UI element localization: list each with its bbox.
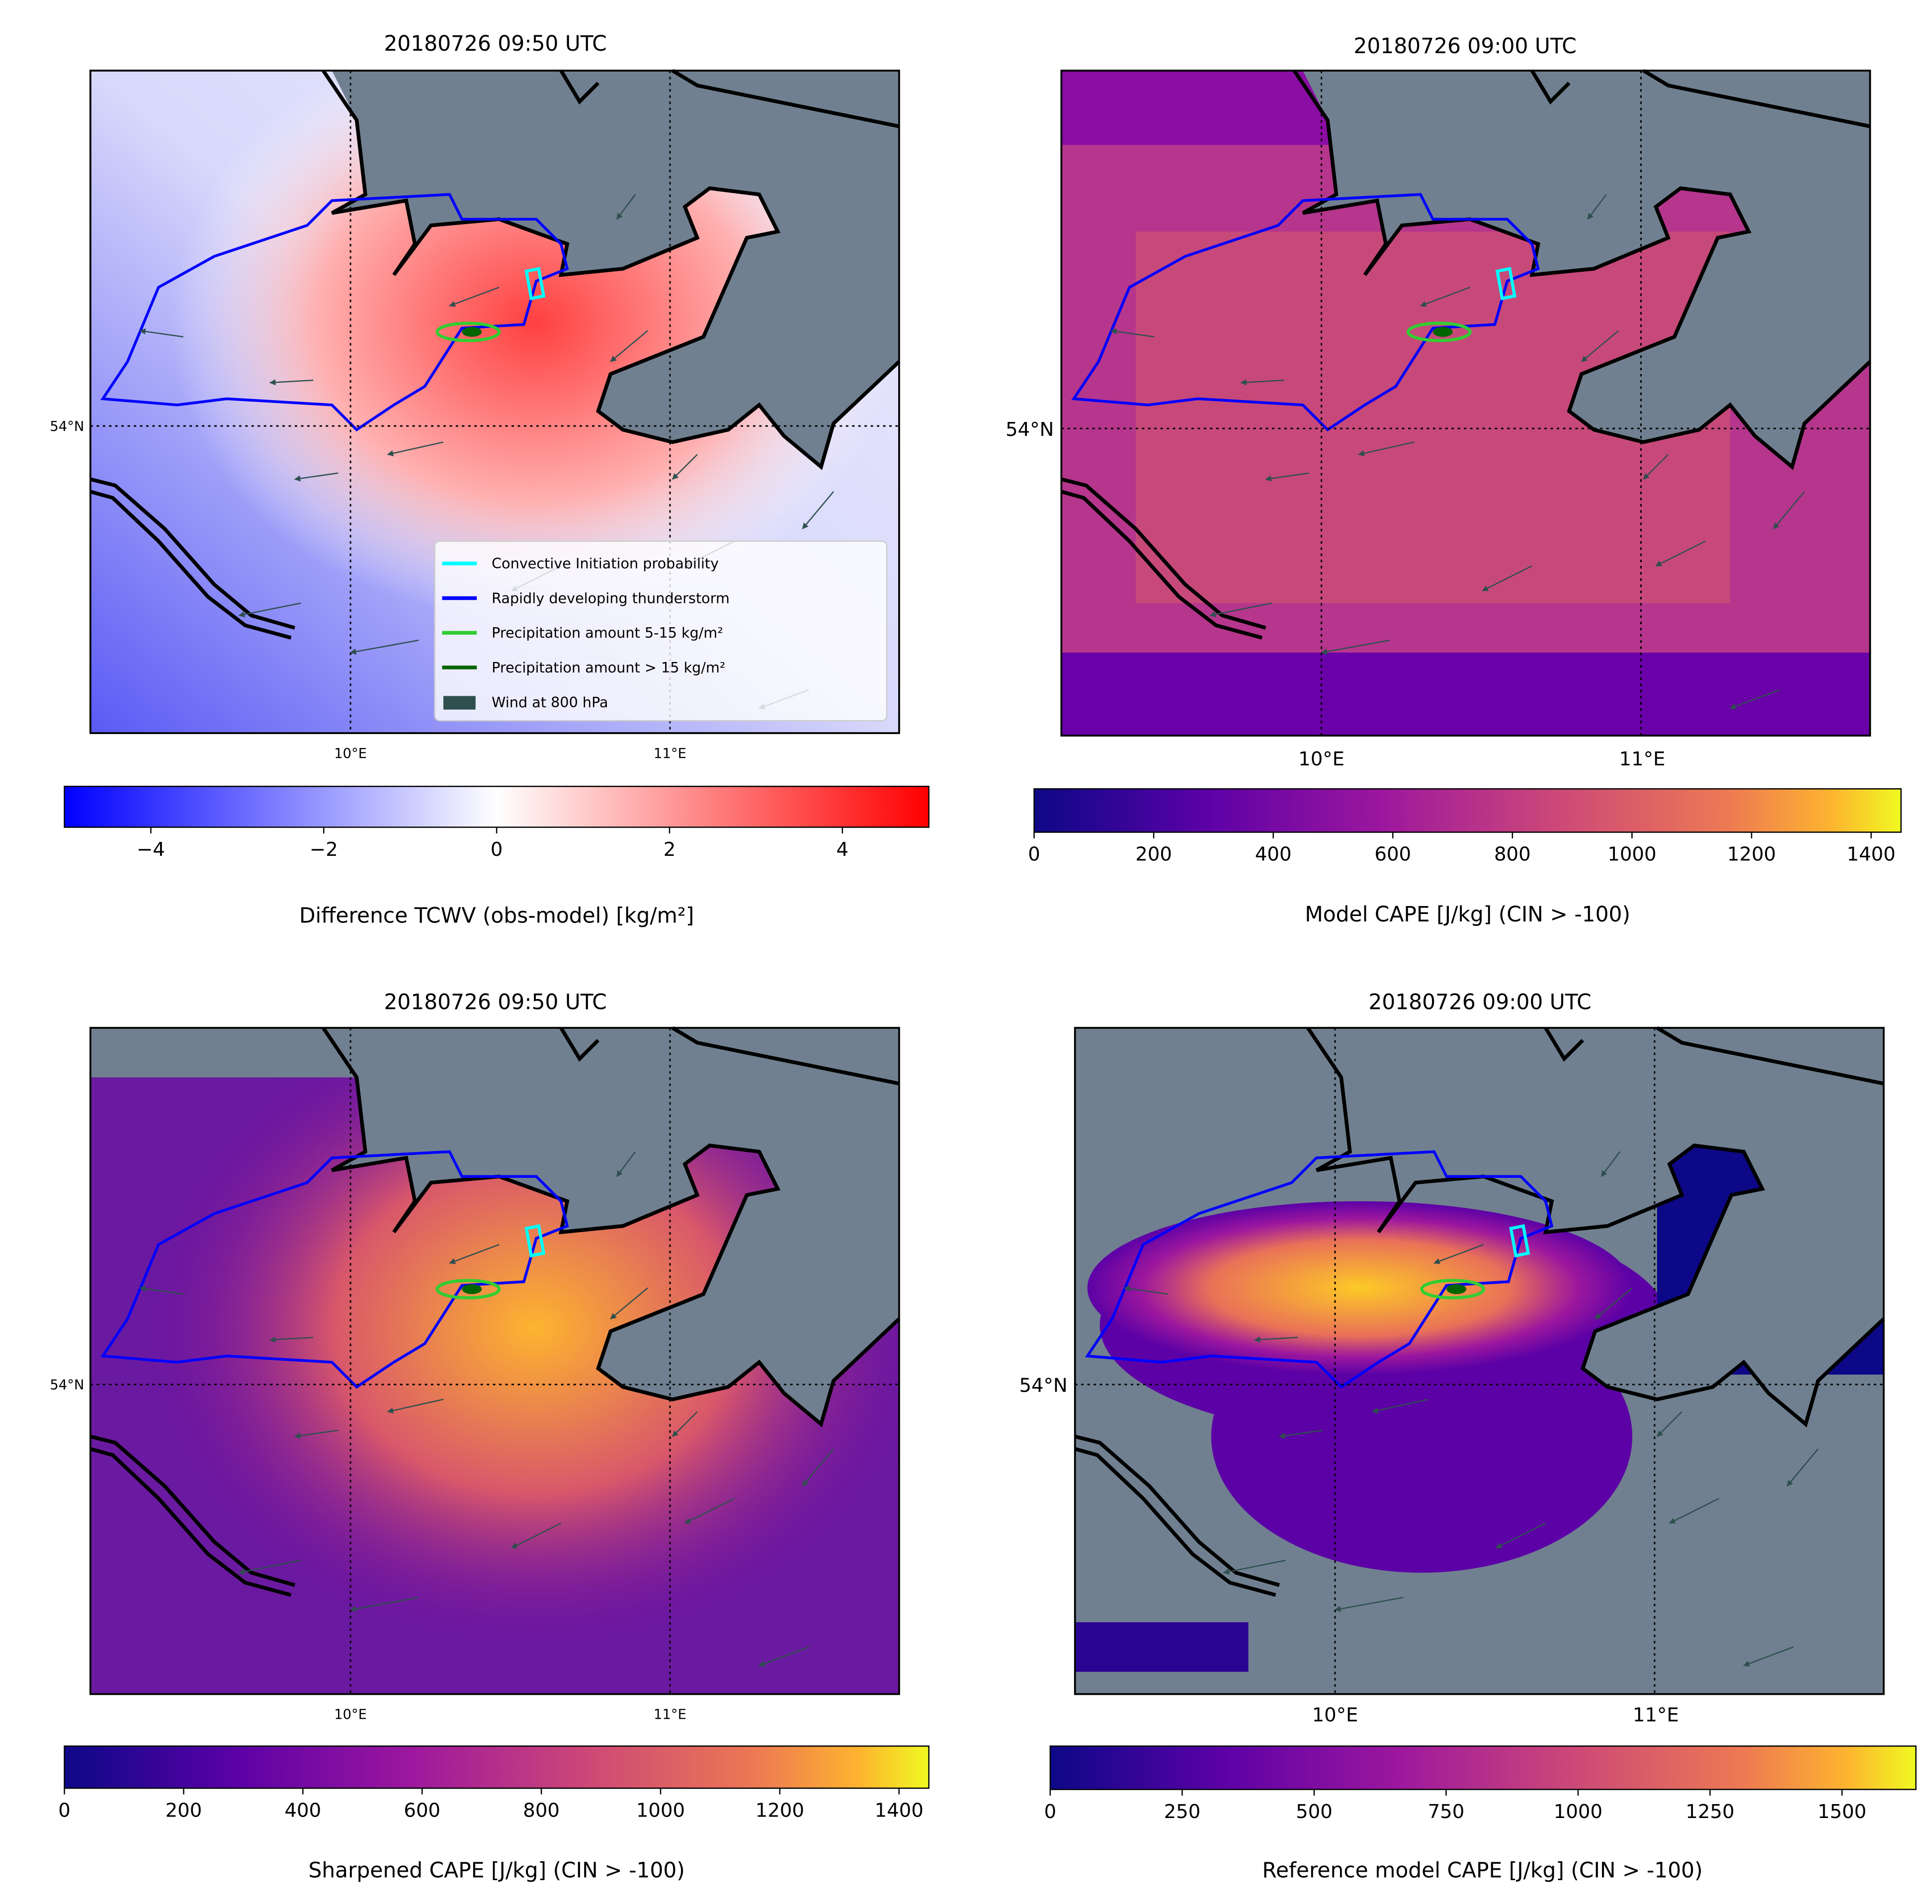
- panel-title: 20180726 09:50 UTC: [384, 990, 606, 1014]
- colorbar-tick-label: 200: [166, 1799, 202, 1821]
- colorbar-tick-label: 0: [491, 838, 503, 861]
- colorbar-tick-label: 200: [1135, 843, 1172, 866]
- colorbars: Difference TCWV (obs-model) [kg/m²] Mode…: [58, 785, 1917, 1882]
- lon-label-10e: 10°E: [1298, 748, 1344, 770]
- panel-title: 20180726 09:00 UTC: [1368, 990, 1591, 1014]
- legend: Convective Initiation probability Rapidly…: [434, 540, 888, 722]
- legend-label: Precipitation amount 5-15 kg/m²: [492, 624, 723, 641]
- colorbar-tick-label: −4: [137, 838, 165, 861]
- colorbar-tick-label: 400: [1255, 843, 1292, 866]
- legend-label: Precipitation amount > 15 kg/m²: [492, 659, 725, 676]
- colorbar-tick-label: 1500: [1818, 1801, 1866, 1823]
- legend-label: Wind at 800 hPa: [492, 694, 608, 711]
- panel-tcwv-difference: 20180726 09:50 UTC Convective Initiation…: [50, 31, 899, 761]
- lon-label-11e: 11°E: [654, 746, 686, 761]
- panel-reference-cape: 20180726 09:00 UTC 10°E 11°E 54°N: [1019, 990, 1884, 1726]
- lat-label-54n: 54°N: [1019, 1375, 1067, 1397]
- lon-label-10e: 10°E: [1312, 1704, 1358, 1726]
- colorbar-tick-label: 2: [664, 838, 676, 861]
- lat-label-54n: 54°N: [50, 419, 84, 434]
- lon-label-10e: 10°E: [334, 746, 367, 761]
- panel-title: 20180726 09:50 UTC: [384, 31, 606, 56]
- colorbar-tick-label: 1200: [756, 1799, 804, 1821]
- lat-label-54n: 54°N: [50, 1378, 84, 1393]
- colorbar-label: Sharpened CAPE [J/kg] (CIN > -100): [308, 1858, 684, 1882]
- colorbar-tick-label: 1250: [1685, 1801, 1734, 1823]
- legend-label: Convective Initiation probability: [492, 555, 719, 572]
- legend-label: Rapidly developing thunderstorm: [492, 589, 730, 606]
- legend-entry: Rapidly developing thunderstorm: [442, 589, 730, 606]
- colorbar-tick-label: 800: [523, 1799, 560, 1821]
- colorbar-gradient: [64, 1745, 929, 1789]
- map-axes: Convective Initiation probability Rapidly…: [90, 71, 899, 734]
- legend-entry: Precipitation amount > 15 kg/m²: [442, 659, 725, 676]
- lon-label-10e: 10°E: [334, 1707, 367, 1722]
- colorbar-tick-label: 4: [837, 838, 849, 861]
- colorbar-tick-label: 250: [1164, 1801, 1201, 1823]
- colorbar: 0 250 500 750 1000 1250 1500: [1044, 1745, 1917, 1823]
- colorbar-tick-label: 1400: [875, 1799, 924, 1821]
- map-axes: [90, 1028, 899, 1695]
- colorbar-tick-label: 400: [284, 1799, 321, 1821]
- panel-title: 20180726 09:00 UTC: [1353, 34, 1576, 58]
- colorbar-tick-label: 0: [58, 1799, 71, 1821]
- lon-label-11e: 11°E: [1619, 748, 1666, 770]
- legend-entry: Precipitation amount 5-15 kg/m²: [442, 624, 723, 641]
- colorbar-tick-label: 750: [1428, 1801, 1465, 1823]
- colorbar-tick-label: 800: [1494, 843, 1531, 866]
- legend-entry: Convective Initiation probability: [442, 555, 719, 572]
- colorbar-tick-label: 1400: [1847, 843, 1895, 866]
- colorbar-tick-label: 0: [1044, 1801, 1057, 1823]
- colorbar-tick-label: 1000: [636, 1799, 685, 1821]
- map-axes: [1075, 1028, 1884, 1695]
- colorbar-tick-label: 1200: [1727, 843, 1776, 866]
- colorbar: −4 −2 0 2 4: [64, 785, 929, 861]
- colorbar-tick-label: 1000: [1607, 843, 1656, 866]
- colorbar-gradient: [1049, 1745, 1917, 1790]
- colorbar-label: Model CAPE [J/kg] (CIN > -100): [1305, 902, 1630, 926]
- panel-model-cape: 20180726 09:00 UTC 10°E 11°E 54°N: [1006, 34, 1870, 770]
- legend-entry: Wind at 800 hPa: [443, 694, 608, 711]
- colorbar-gradient: [64, 785, 929, 828]
- lon-label-11e: 11°E: [1633, 1704, 1679, 1726]
- colorbar-tick-label: 600: [404, 1799, 440, 1821]
- legend-swatch: [443, 696, 476, 710]
- colorbar-gradient: [1033, 788, 1902, 833]
- lon-label-11e: 11°E: [654, 1707, 686, 1722]
- colorbar-label: Reference model CAPE [J/kg] (CIN > -100): [1262, 1858, 1702, 1882]
- colorbar-tick-label: 1000: [1554, 1801, 1602, 1823]
- colorbar-tick-label: −2: [310, 838, 338, 861]
- map-axes: [1061, 71, 1870, 737]
- colorbar-tick-label: 0: [1028, 843, 1040, 866]
- panel-sharpened-cape: 20180726 09:50 UTC 10°E 11°E 54°N: [50, 990, 899, 1722]
- colorbar: 0 200 400 600 800 1000 1200 1400: [1028, 788, 1902, 866]
- colorbar-label: Difference TCWV (obs-model) [kg/m²]: [299, 903, 694, 927]
- lat-label-54n: 54°N: [1006, 418, 1054, 441]
- colorbar: 0 200 400 600 800 1000 1200 1400: [58, 1745, 929, 1821]
- colorbar-tick-label: 600: [1374, 843, 1411, 866]
- colorbar-tick-label: 500: [1296, 1801, 1333, 1823]
